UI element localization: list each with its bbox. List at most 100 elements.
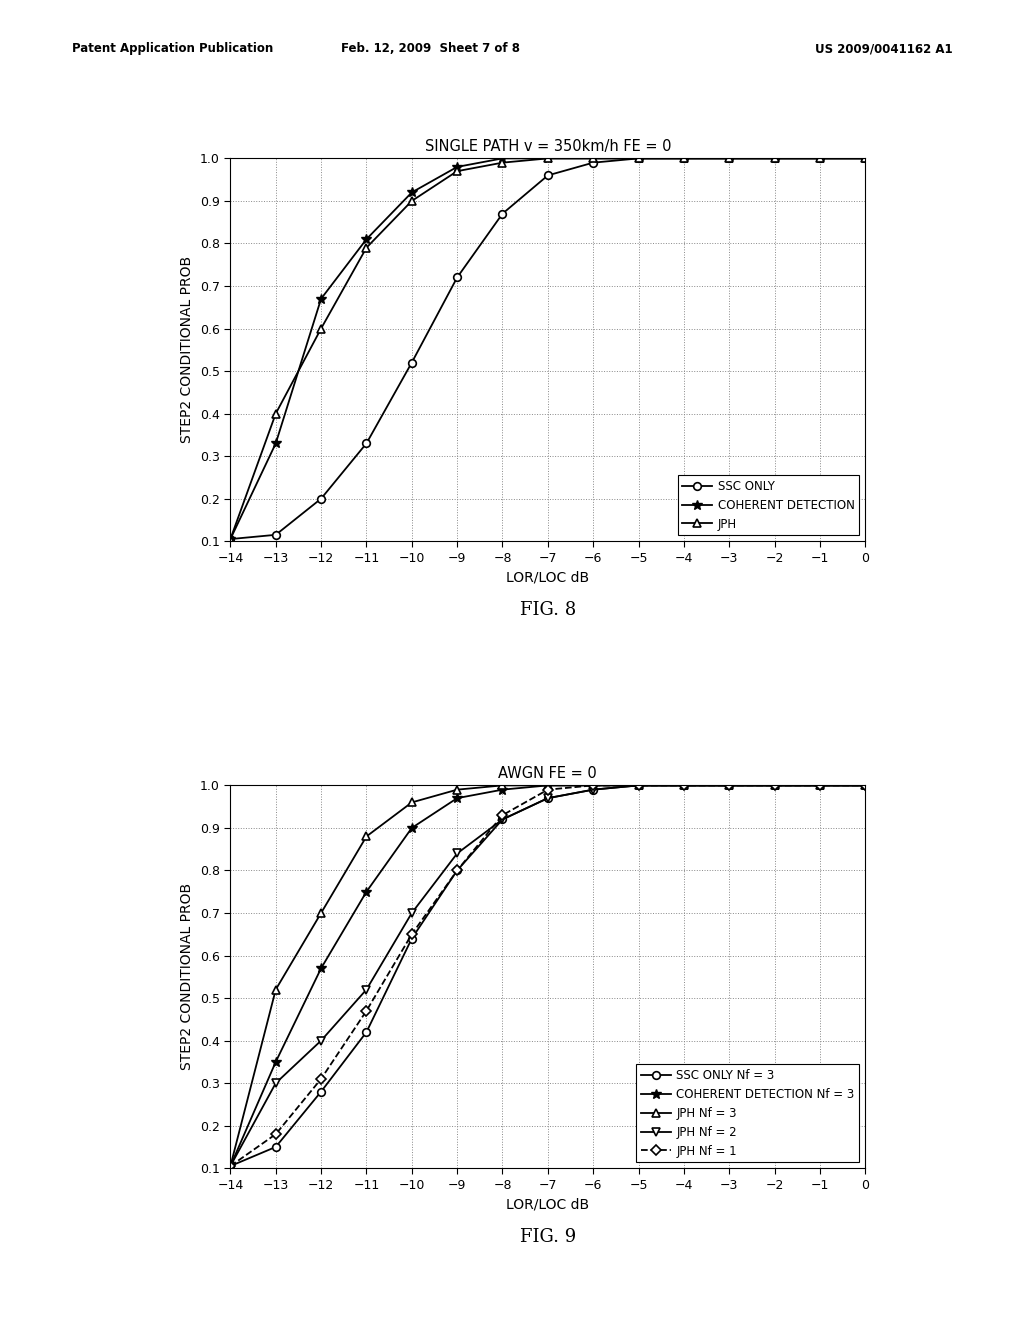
SSC ONLY Nf = 3 xyxy=(406,931,418,946)
Line: SSC ONLY Nf = 3: SSC ONLY Nf = 3 xyxy=(226,781,869,1170)
COHERENT DETECTION Nf = 3 xyxy=(587,777,599,793)
JPH Nf = 1 xyxy=(360,1003,373,1019)
Text: FIG. 9: FIG. 9 xyxy=(520,1228,575,1246)
JPH Nf = 1 xyxy=(814,777,826,793)
COHERENT DETECTION Nf = 3 xyxy=(633,777,645,793)
SSC ONLY Nf = 3 xyxy=(451,862,463,878)
JPH Nf = 1 xyxy=(633,777,645,793)
JPH xyxy=(678,150,690,166)
SSC ONLY Nf = 3 xyxy=(269,1139,282,1155)
JPH Nf = 1 xyxy=(768,777,780,793)
JPH Nf = 1 xyxy=(859,777,871,793)
JPH Nf = 2 xyxy=(587,781,599,797)
COHERENT DETECTION xyxy=(678,150,690,166)
COHERENT DETECTION xyxy=(542,150,554,166)
JPH Nf = 2 xyxy=(451,846,463,862)
SSC ONLY xyxy=(542,168,554,183)
JPH Nf = 2 xyxy=(814,777,826,793)
JPH Nf = 2 xyxy=(633,777,645,793)
JPH Nf = 3 xyxy=(224,1158,237,1173)
JPH Nf = 3 xyxy=(859,777,871,793)
JPH Nf = 2 xyxy=(269,1076,282,1092)
JPH xyxy=(360,240,373,256)
SSC ONLY Nf = 3 xyxy=(768,777,780,793)
COHERENT DETECTION Nf = 3 xyxy=(814,777,826,793)
SSC ONLY xyxy=(360,436,373,451)
JPH xyxy=(633,150,645,166)
Line: JPH Nf = 1: JPH Nf = 1 xyxy=(227,781,868,1170)
JPH Nf = 2 xyxy=(723,777,735,793)
Line: JPH Nf = 3: JPH Nf = 3 xyxy=(226,781,869,1170)
Line: COHERENT DETECTION: COHERENT DETECTION xyxy=(225,153,870,544)
Line: SSC ONLY: SSC ONLY xyxy=(226,154,869,543)
JPH xyxy=(814,150,826,166)
JPH Nf = 1 xyxy=(451,862,463,878)
SSC ONLY xyxy=(633,150,645,166)
JPH Nf = 1 xyxy=(224,1158,237,1173)
JPH Nf = 1 xyxy=(678,777,690,793)
Legend: SSC ONLY, COHERENT DETECTION, JPH: SSC ONLY, COHERENT DETECTION, JPH xyxy=(678,475,859,536)
SSC ONLY Nf = 3 xyxy=(497,812,509,828)
JPH Nf = 3 xyxy=(633,777,645,793)
Y-axis label: STEP2 CONDITIONAL PROB: STEP2 CONDITIONAL PROB xyxy=(180,883,195,1071)
SSC ONLY xyxy=(269,527,282,543)
SSC ONLY xyxy=(587,154,599,170)
Text: FIG. 8: FIG. 8 xyxy=(520,601,575,619)
COHERENT DETECTION Nf = 3 xyxy=(723,777,735,793)
COHERENT DETECTION xyxy=(768,150,780,166)
COHERENT DETECTION xyxy=(814,150,826,166)
SSC ONLY xyxy=(814,150,826,166)
COHERENT DETECTION xyxy=(633,150,645,166)
JPH xyxy=(315,321,328,337)
JPH Nf = 3 xyxy=(587,777,599,793)
COHERENT DETECTION xyxy=(587,150,599,166)
JPH Nf = 2 xyxy=(859,777,871,793)
SSC ONLY Nf = 3 xyxy=(360,1024,373,1040)
COHERENT DETECTION Nf = 3 xyxy=(315,961,328,977)
Y-axis label: STEP2 CONDITIONAL PROB: STEP2 CONDITIONAL PROB xyxy=(180,256,195,444)
Line: JPH: JPH xyxy=(226,154,869,543)
JPH Nf = 3 xyxy=(360,829,373,845)
COHERENT DETECTION Nf = 3 xyxy=(768,777,780,793)
JPH xyxy=(451,164,463,180)
Line: COHERENT DETECTION Nf = 3: COHERENT DETECTION Nf = 3 xyxy=(225,780,870,1171)
COHERENT DETECTION xyxy=(224,531,237,546)
COHERENT DETECTION xyxy=(859,150,871,166)
JPH Nf = 1 xyxy=(269,1126,282,1142)
Title: AWGN FE = 0: AWGN FE = 0 xyxy=(499,767,597,781)
COHERENT DETECTION Nf = 3 xyxy=(406,820,418,836)
COHERENT DETECTION Nf = 3 xyxy=(859,777,871,793)
Line: JPH Nf = 2: JPH Nf = 2 xyxy=(226,781,869,1170)
COHERENT DETECTION Nf = 3 xyxy=(497,781,509,797)
SSC ONLY Nf = 3 xyxy=(859,777,871,793)
SSC ONLY Nf = 3 xyxy=(814,777,826,793)
JPH Nf = 3 xyxy=(406,795,418,810)
JPH Nf = 3 xyxy=(315,906,328,921)
SSC ONLY xyxy=(723,150,735,166)
JPH Nf = 2 xyxy=(497,812,509,828)
JPH Nf = 2 xyxy=(360,982,373,998)
COHERENT DETECTION Nf = 3 xyxy=(451,791,463,807)
SSC ONLY Nf = 3 xyxy=(633,777,645,793)
JPH xyxy=(269,405,282,421)
JPH xyxy=(224,531,237,546)
COHERENT DETECTION xyxy=(269,436,282,451)
JPH Nf = 3 xyxy=(497,777,509,793)
SSC ONLY xyxy=(406,355,418,371)
COHERENT DETECTION Nf = 3 xyxy=(678,777,690,793)
Text: US 2009/0041162 A1: US 2009/0041162 A1 xyxy=(815,42,952,55)
COHERENT DETECTION xyxy=(723,150,735,166)
JPH Nf = 1 xyxy=(542,781,554,797)
JPH Nf = 3 xyxy=(269,982,282,998)
JPH xyxy=(542,150,554,166)
Legend: SSC ONLY Nf = 3, COHERENT DETECTION Nf = 3, JPH Nf = 3, JPH Nf = 2, JPH Nf = 1: SSC ONLY Nf = 3, COHERENT DETECTION Nf =… xyxy=(636,1064,859,1163)
JPH Nf = 2 xyxy=(315,1032,328,1048)
Text: Patent Application Publication: Patent Application Publication xyxy=(72,42,273,55)
JPH Nf = 3 xyxy=(723,777,735,793)
SSC ONLY Nf = 3 xyxy=(315,1084,328,1100)
SSC ONLY xyxy=(224,531,237,546)
SSC ONLY xyxy=(678,150,690,166)
SSC ONLY xyxy=(315,491,328,507)
JPH Nf = 2 xyxy=(224,1158,237,1173)
JPH Nf = 2 xyxy=(542,791,554,807)
